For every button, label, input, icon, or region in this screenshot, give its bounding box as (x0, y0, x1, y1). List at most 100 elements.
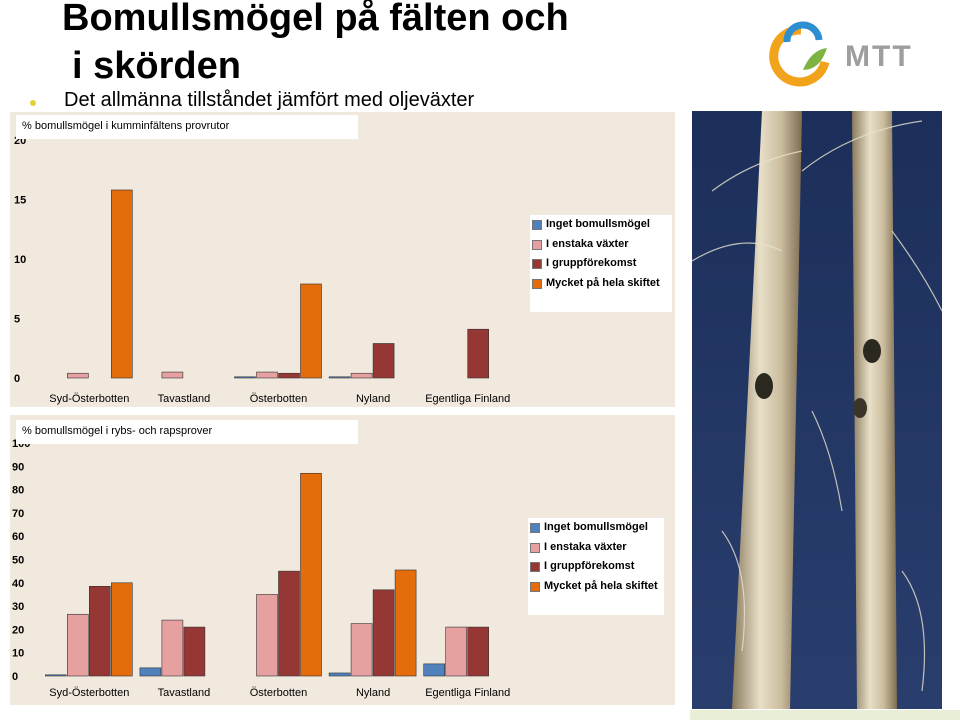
legend-swatch (530, 581, 540, 592)
legend-item: I enstaka växter (530, 235, 672, 255)
bar-3-3 (278, 570, 300, 677)
logo-swoosh-blue (783, 21, 823, 43)
legend-item: Mycket på hela skiftet (528, 577, 664, 597)
bar-3-4 (372, 589, 395, 677)
x-tick-label: Syd-Österbotten (49, 687, 129, 699)
legend-label: Inget bomullsmögel (546, 218, 650, 230)
legend-item: I gruppförekomst (530, 254, 672, 274)
y-tick-label: 60 (12, 531, 24, 543)
bar-3-1 (89, 585, 111, 677)
legend-swatch (530, 562, 540, 572)
x-tick-label: Österbotten (250, 687, 307, 699)
legend-item: Inget bomullsmögel (530, 215, 672, 235)
legend-label: I gruppförekomst (544, 560, 635, 572)
bar-2-4 (350, 623, 373, 677)
fibers (692, 120, 942, 692)
logo-leaf-green (803, 48, 827, 70)
bar-2-3 (256, 594, 278, 677)
bars (44, 472, 490, 677)
stem-left (732, 111, 802, 709)
chart-1-legend: Inget bomullsmögel I enstaka växter I grup… (530, 215, 672, 312)
sclerotia-2 (863, 339, 881, 363)
x-tick-label: Nyland (356, 393, 390, 405)
bar-1-4 (328, 376, 351, 379)
chart-1-title: % bomullsmögel i kumminfältens provrutor (16, 115, 358, 139)
title-line-1: Bomullsmögel på fälten och (62, 0, 569, 39)
slide-subtitle: Det allmänna tillståndet jämfört med olj… (64, 89, 475, 111)
bar-2-3 (256, 371, 278, 379)
bar-2-5 (445, 626, 468, 677)
y-tick-label: 70 (12, 508, 24, 520)
bar-4-3 (300, 283, 322, 379)
y-tick-label: 80 (12, 485, 24, 497)
legend-swatch (532, 220, 542, 230)
legend-item: Inget bomullsmögel (528, 518, 664, 538)
x-axis: Syd-Österbotten Tavastland Österbotten Nyla… (49, 393, 510, 405)
y-tick-label: 15 (14, 195, 26, 207)
bar-2-2 (161, 371, 184, 379)
x-tick-label: Tavastland (158, 687, 211, 699)
legend-label: Mycket på hela skiftet (544, 579, 658, 592)
bar-4-4 (394, 569, 417, 677)
stem-photo (692, 111, 942, 709)
legend-label: Mycket på hela skiftet (546, 276, 660, 289)
legend-label: I enstaka växter (546, 237, 629, 250)
legend-swatch (530, 542, 540, 553)
legend-item: I enstaka växter (528, 538, 664, 558)
bar-1-2 (139, 667, 162, 677)
stem-right (852, 111, 897, 709)
legend-item: Mycket på hela skiftet (530, 274, 672, 294)
bar-4-1 (111, 582, 133, 677)
y-tick-label: 20 (12, 624, 24, 636)
sclerotia-3 (853, 398, 867, 418)
bar-1-3 (234, 376, 256, 379)
sclerotia-1 (755, 373, 773, 399)
mtt-logo: MTT (769, 21, 913, 87)
bar-2-1 (66, 372, 89, 379)
legend-swatch (530, 523, 540, 533)
bar-4-1 (111, 189, 133, 379)
logo-text: MTT (845, 40, 913, 73)
bars (66, 189, 490, 379)
title-line-2: i skörden (72, 45, 241, 87)
bar-3-4 (372, 343, 395, 379)
photo-background (692, 111, 942, 709)
bar-4-3 (300, 472, 322, 677)
bar-2-1 (66, 613, 89, 677)
y-tick-label: 5 (14, 314, 20, 326)
x-axis: Syd-Österbotten Tavastland Österbotten Nyla… (49, 687, 510, 699)
chart-2-title: % bomullsmögel i rybs- och rapsprover (16, 420, 358, 444)
bar-3-5 (467, 328, 490, 379)
legend-item: I gruppförekomst (528, 557, 664, 577)
y-tick-label: 50 (12, 555, 24, 567)
bar-2-2 (161, 619, 184, 677)
x-tick-label: Egentliga Finland (425, 687, 510, 699)
x-tick-label: Tavastland (158, 393, 211, 405)
x-tick-label: Egentliga Finland (425, 393, 510, 405)
y-tick-label: 0 (12, 671, 18, 683)
y-tick-label: 0 (14, 373, 20, 385)
bar-3-2 (183, 626, 206, 677)
bar-2-4 (350, 372, 373, 379)
legend-label: I gruppförekomst (546, 257, 637, 269)
bar-3-3 (278, 372, 300, 379)
chart-2-legend: Inget bomullsmögel I enstaka växter I grup… (528, 518, 664, 615)
bar-1-4 (328, 672, 351, 677)
y-tick-label: 10 (14, 254, 26, 266)
legend-label: Inget bomullsmögel (544, 521, 648, 533)
legend-swatch (532, 259, 542, 269)
y-tick-label: 10 (12, 648, 24, 660)
legend-swatch (532, 239, 542, 250)
footer-strip (690, 710, 960, 720)
x-tick-label: Nyland (356, 687, 390, 699)
bar-3-5 (467, 626, 490, 677)
bar-1-5 (423, 663, 446, 677)
legend-label: I enstaka växter (544, 540, 627, 553)
bullet-icon (30, 100, 36, 106)
y-tick-label: 90 (12, 461, 24, 473)
x-tick-label: Syd-Österbotten (49, 393, 129, 405)
bar-1-1 (44, 674, 67, 677)
y-tick-label: 30 (12, 601, 24, 613)
x-tick-label: Österbotten (250, 393, 307, 405)
